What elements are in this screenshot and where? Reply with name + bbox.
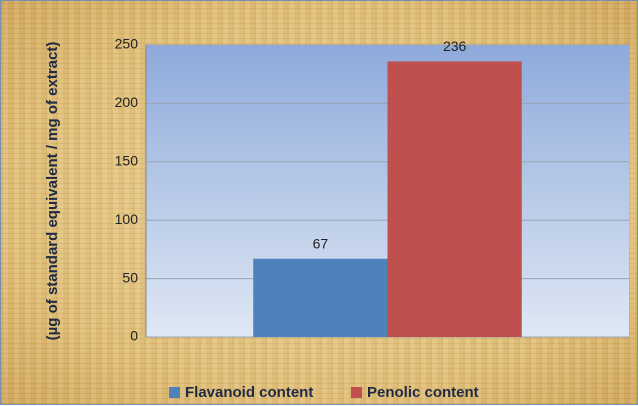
legend-swatch [351, 387, 362, 398]
data-label: 236 [443, 38, 467, 54]
y-tick-label: 100 [115, 211, 139, 227]
y-tick-label: 50 [122, 269, 138, 285]
y-axis-label: (µg of standard equivalent / mg of extra… [44, 41, 61, 341]
y-tick-label: 200 [115, 94, 139, 110]
legend-text: Flavanoid content [185, 384, 313, 401]
y-tick-label: 250 [115, 36, 139, 52]
y-tick-label: 150 [115, 153, 139, 169]
bar [253, 258, 388, 337]
legend-swatch [169, 387, 180, 398]
data-label: 67 [313, 235, 329, 251]
bar [387, 61, 522, 338]
legend-text: Penolic content [367, 384, 479, 401]
y-tick-label: 0 [130, 328, 138, 344]
